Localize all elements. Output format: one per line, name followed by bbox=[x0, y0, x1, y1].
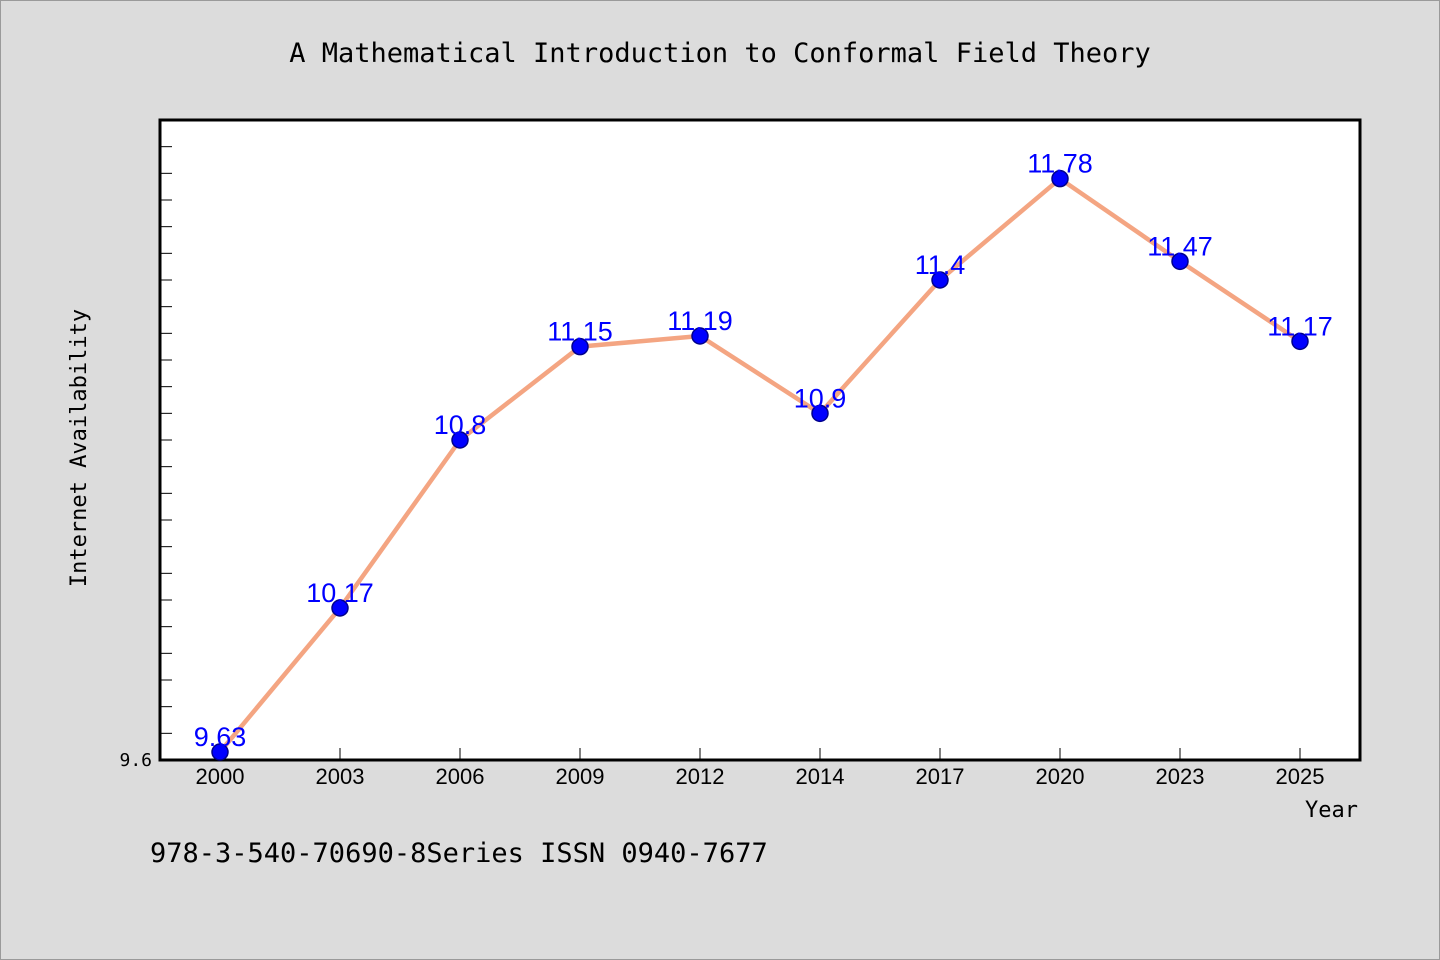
data-point bbox=[211, 743, 229, 761]
data-point bbox=[1051, 169, 1069, 188]
data-point bbox=[571, 337, 589, 356]
y-axis-ticks: 9.6 bbox=[119, 146, 172, 771]
data-label: 11.19 bbox=[667, 306, 733, 336]
series-group: 9.63 10.17 10.8 11.15 11.19 10.9 11.4 11.78 11.4… bbox=[194, 149, 1333, 761]
data-label: 9.63 bbox=[194, 722, 247, 752]
data-label: 10.17 bbox=[306, 578, 374, 608]
data-label: 10.9 bbox=[794, 383, 847, 413]
plot-area bbox=[158, 118, 1362, 762]
x-tick-label: 2006 bbox=[436, 764, 485, 789]
data-point bbox=[331, 599, 349, 617]
x-tick-label: 2017 bbox=[916, 764, 965, 789]
data-point bbox=[1171, 252, 1189, 271]
data-label: 10.8 bbox=[434, 410, 487, 440]
x-tick-label: 2023 bbox=[1156, 764, 1205, 789]
x-axis-label: Year bbox=[1305, 798, 1358, 823]
x-tick-label: 2012 bbox=[676, 764, 725, 789]
series-line bbox=[218, 176, 1302, 754]
x-tick-label: 2003 bbox=[316, 764, 365, 789]
chart-title: A Mathematical Introduction to Conformal… bbox=[289, 38, 1151, 69]
x-axis-ticks: 2000 2003 2006 2009 2012 2014 2017 2020 2023 2025 bbox=[196, 748, 1325, 789]
data-label: 11.17 bbox=[1267, 311, 1333, 341]
x-tick-label: 2000 bbox=[196, 764, 245, 789]
data-point bbox=[451, 431, 469, 449]
footer-isbn: 978-3-540-70690-8Series ISSN 0940-7677 bbox=[150, 838, 768, 869]
data-label: 11.47 bbox=[1147, 231, 1213, 261]
data-label: 11.78 bbox=[1027, 149, 1093, 179]
x-tick-label: 2020 bbox=[1036, 764, 1085, 789]
x-tick-label: 2009 bbox=[556, 764, 605, 789]
data-label: 11.15 bbox=[547, 317, 613, 347]
x-tick-label: 2014 bbox=[796, 764, 845, 789]
data-point bbox=[691, 327, 709, 345]
x-tick-label: 2025 bbox=[1276, 764, 1325, 789]
data-point bbox=[931, 271, 949, 289]
y-axis-label: Internet Availability bbox=[67, 309, 92, 587]
data-label: 11.4 bbox=[915, 250, 966, 280]
data-point bbox=[811, 404, 829, 423]
y-tick-label: 9.6 bbox=[119, 750, 152, 771]
data-point bbox=[1291, 332, 1309, 351]
